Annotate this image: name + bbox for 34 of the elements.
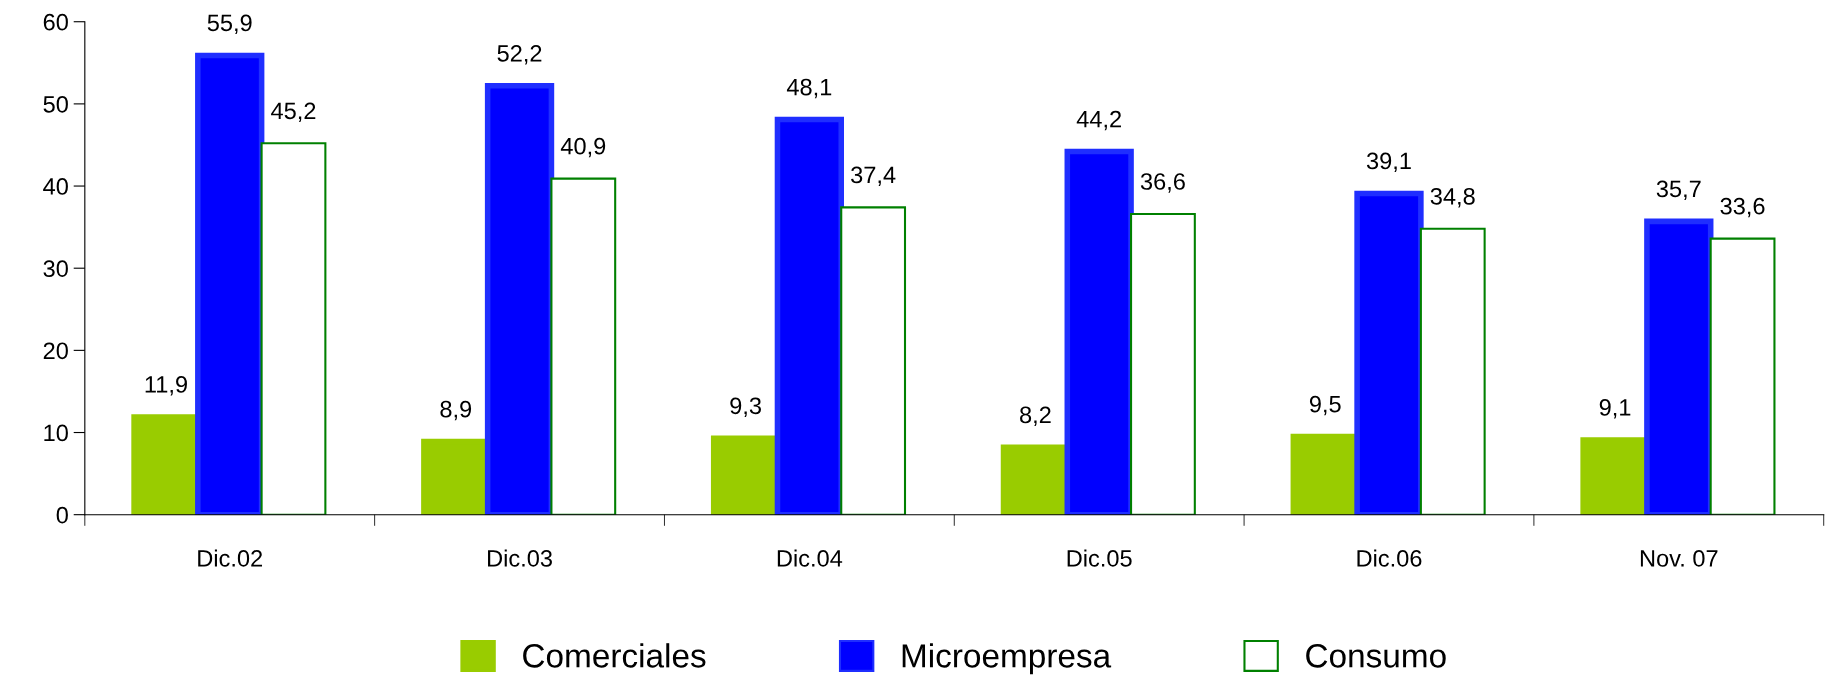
data-label: 35,7 bbox=[1656, 180, 1701, 201]
data-label: 8,2 bbox=[1020, 406, 1051, 426]
legend-label: Comerciales bbox=[523, 643, 706, 668]
legend-label: Consumo bbox=[1306, 644, 1446, 668]
data-label: 9,5 bbox=[1309, 395, 1341, 416]
x-tick-label: Dic.03 bbox=[488, 549, 552, 567]
data-label: 40,9 bbox=[560, 137, 606, 158]
x-tick-label: Dic.04 bbox=[777, 549, 843, 567]
data-label: 9,3 bbox=[730, 397, 761, 417]
data-label: 11,9 bbox=[145, 376, 187, 396]
data-label: 55,9 bbox=[207, 14, 252, 35]
data-label: 9,1 bbox=[1599, 399, 1631, 419]
y-tick-label: 60 bbox=[43, 13, 68, 31]
data-label: 36,6 bbox=[1140, 173, 1185, 193]
x-tick-label: Dic.02 bbox=[198, 549, 263, 567]
data-label: 45,2 bbox=[271, 102, 316, 122]
data-label: 48,1 bbox=[786, 78, 832, 99]
data-label: 44,2 bbox=[1076, 110, 1121, 131]
x-tick-label: Nov. 07 bbox=[1640, 550, 1718, 567]
x-tick-label: Dic.05 bbox=[1067, 549, 1132, 567]
y-tick-label: 20 bbox=[43, 342, 68, 360]
legend-label: Microempresa bbox=[902, 643, 1112, 675]
data-label: 52,2 bbox=[497, 44, 542, 65]
y-tick-label: 50 bbox=[43, 95, 68, 113]
y-tick-label: 0 bbox=[56, 506, 68, 524]
y-tick-label: 10 bbox=[44, 424, 68, 442]
data-label: 37,4 bbox=[851, 166, 896, 187]
y-tick-label: 30 bbox=[43, 260, 68, 277]
data-label: 39,1 bbox=[1366, 152, 1411, 173]
y-tick-label: 40 bbox=[43, 178, 68, 195]
data-label: 33,6 bbox=[1720, 197, 1765, 218]
x-tick-label: Dic.06 bbox=[1357, 549, 1422, 567]
data-label: 8,9 bbox=[440, 400, 472, 421]
data-label: 34,8 bbox=[1430, 187, 1475, 208]
